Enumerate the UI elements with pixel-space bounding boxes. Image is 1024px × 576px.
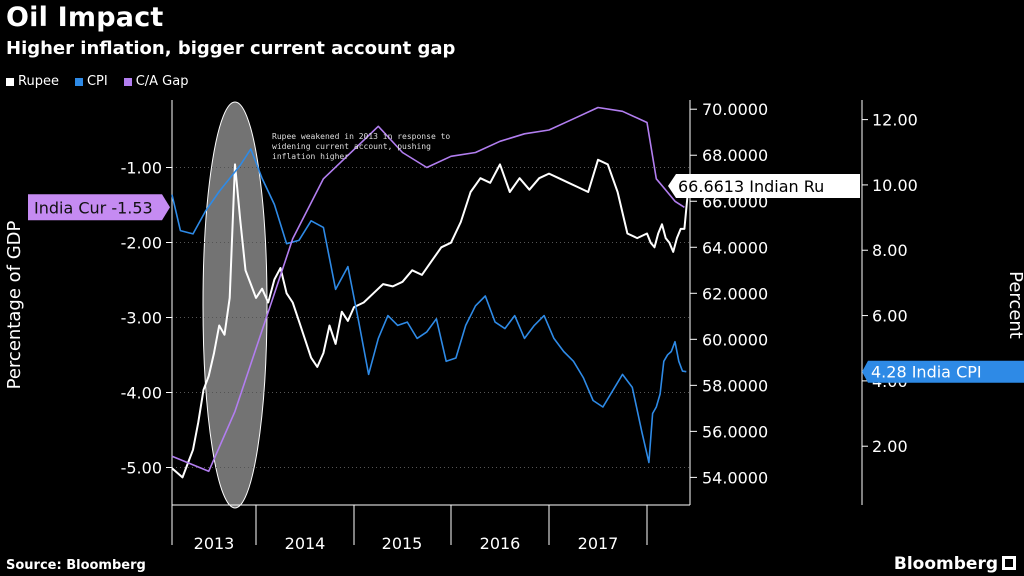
left-axis-tick-label: -2.00 [121, 234, 162, 253]
legend-label-cpi: CPI [86, 74, 108, 89]
right-axis-title: Percent [1005, 271, 1024, 339]
left-axis-tick-label: -5.00 [121, 459, 162, 478]
bloomberg-mark-icon [1002, 556, 1016, 570]
middle-axis-tick-label: 60.0000 [702, 330, 768, 349]
callout-rupee-label: 66.6613 Indian Ru [678, 177, 824, 196]
legend: Rupee CPI C/A Gap [6, 74, 188, 89]
legend-swatch-cpi [74, 77, 83, 86]
left-axis-tick-label: -1.00 [121, 159, 162, 178]
left-axis-tick-label: -4.00 [121, 384, 162, 403]
right-axis-tick-label: 10.00 [872, 176, 918, 195]
middle-axis-tick-label: 70.0000 [702, 100, 768, 119]
highlight-2013-ellipse [202, 101, 268, 509]
legend-item-cpi: CPI [74, 74, 108, 89]
annotation-text: Rupee weakened in 2013 in response to wid… [272, 132, 450, 161]
x-axis-tick-label: 2016 [480, 534, 521, 553]
x-axis-tick-label: 2017 [578, 534, 619, 553]
middle-axis-tick-label: 62.0000 [702, 284, 768, 303]
legend-swatch-ca-gap [123, 77, 132, 86]
series-line-c-a-gap [171, 106, 685, 473]
middle-axis-tick-label: 54.0000 [702, 468, 768, 487]
chart-title: Oil Impact [6, 2, 164, 33]
right-axis-tick-label: 12.00 [872, 111, 918, 130]
x-axis-tick-label: 2015 [382, 534, 423, 553]
legend-label-rupee: Rupee [18, 74, 59, 89]
chart-subtitle: Higher inflation, bigger current account… [6, 38, 456, 59]
series-line-cpi [171, 148, 687, 464]
callout-ca-gap-label: India Cur -1.53 [34, 198, 153, 217]
legend-swatch-rupee [6, 77, 14, 86]
callout-rupee-box [668, 174, 860, 199]
middle-axis-tick-label: 58.0000 [702, 376, 768, 395]
source-note: Source: Bloomberg [6, 558, 146, 573]
legend-item-rupee: Rupee [6, 74, 59, 89]
callout-cpi-label: 4.28 India CPI [871, 363, 982, 382]
x-axis-tick-label: 2013 [194, 534, 235, 553]
middle-axis-tick-label: 56.0000 [702, 422, 768, 441]
middle-axis-tick-label: 68.0000 [702, 146, 768, 165]
legend-label-ca-gap: C/A Gap [135, 74, 189, 89]
left-axis-tick-label: -3.00 [121, 309, 162, 328]
right-axis-tick-label: 8.00 [872, 241, 908, 260]
left-axis-title: Percentage of GDP [4, 220, 25, 389]
right-axis-tick-label: 2.00 [872, 437, 908, 456]
x-axis-tick-label: 2014 [285, 534, 326, 553]
series-line-rupee [171, 158, 690, 479]
bloomberg-logo: Bloomberg [893, 554, 998, 574]
legend-item-ca-gap: C/A Gap [123, 74, 189, 89]
right-axis-tick-label: 6.00 [872, 307, 908, 326]
callout-ca-gap-box [28, 194, 170, 221]
middle-axis-tick-label: 64.0000 [702, 238, 768, 257]
callout-cpi-box [862, 360, 1024, 383]
